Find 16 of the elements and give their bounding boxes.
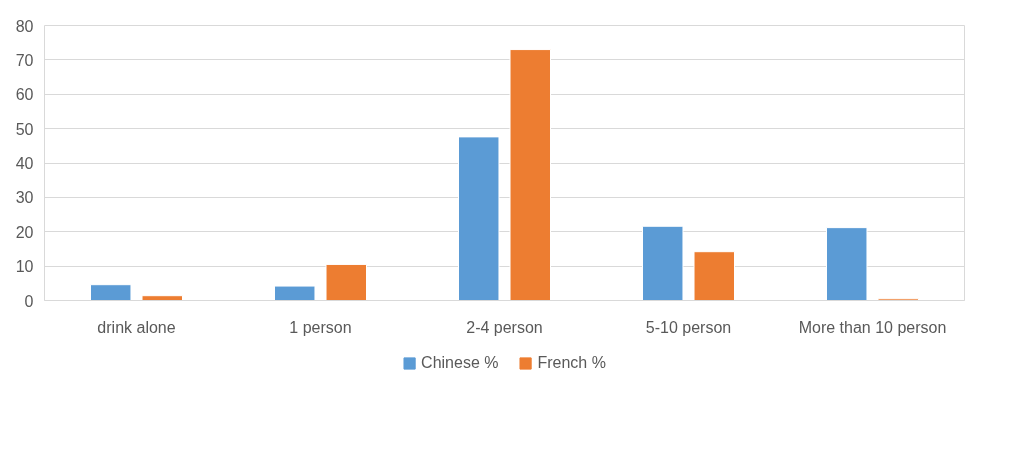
y-tick-label: 50 bbox=[15, 120, 34, 138]
x-tick-label: 2-4 person bbox=[466, 318, 543, 336]
y-tick-label: 60 bbox=[15, 86, 34, 104]
y-tick-label: 0 bbox=[24, 292, 34, 310]
legend-label: Chinese % bbox=[421, 354, 499, 372]
x-tick-label: 5-10 person bbox=[645, 318, 732, 336]
legend-label: French % bbox=[537, 354, 606, 372]
y-tick-label: 80 bbox=[15, 17, 34, 35]
x-tick-label: More than 10 person bbox=[798, 318, 947, 336]
y-tick-label: 40 bbox=[15, 155, 34, 172]
y-tick-label: 10 bbox=[15, 258, 34, 276]
x-tick-label: drink alone bbox=[97, 318, 176, 336]
y-tick-label: 20 bbox=[15, 223, 34, 241]
x-tick-label: 1 person bbox=[289, 318, 352, 336]
y-tick-label: 70 bbox=[15, 51, 34, 69]
y-tick-label: 30 bbox=[15, 189, 34, 207]
